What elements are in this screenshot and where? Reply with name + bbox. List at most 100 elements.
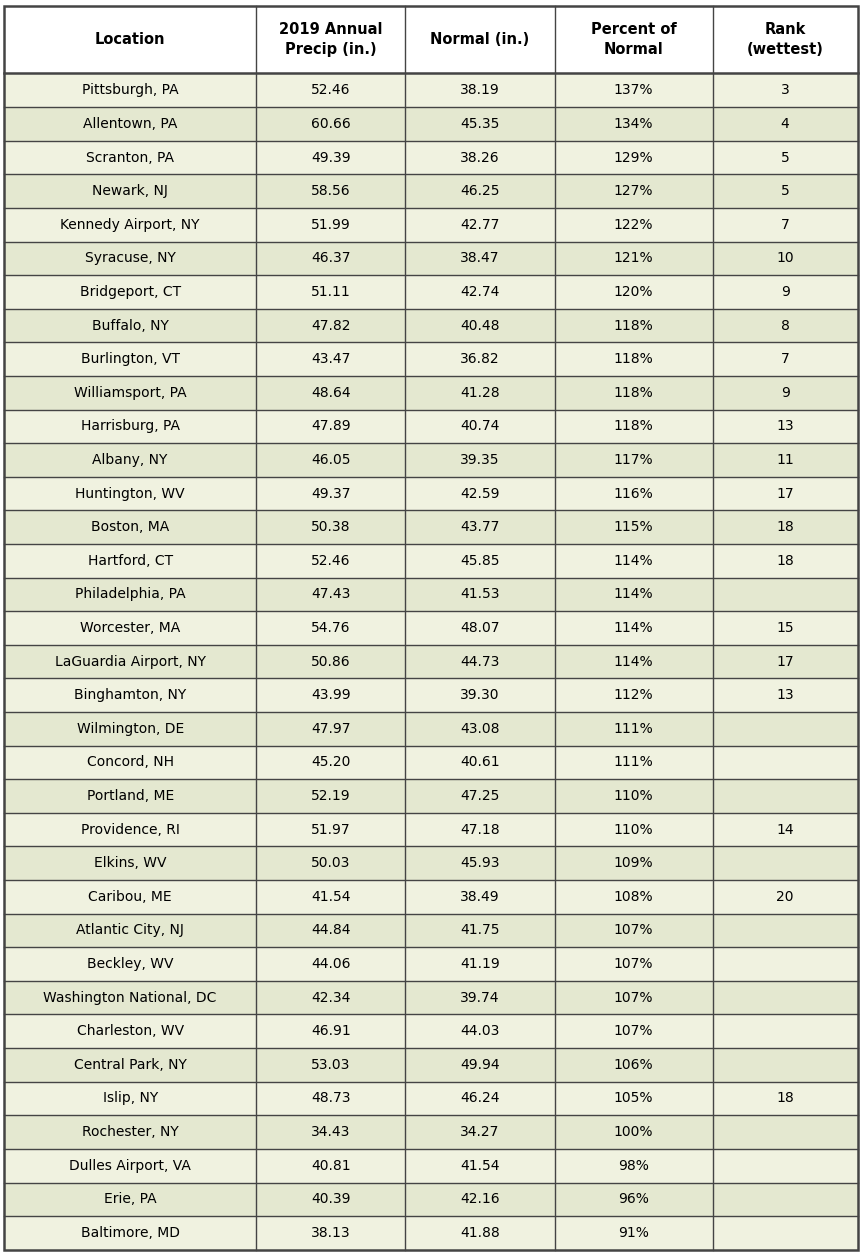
Text: 112%: 112% [613, 688, 653, 702]
Bar [712, 409, 857, 443]
Text: 122%: 122% [613, 217, 653, 231]
Bar [256, 644, 405, 678]
Text: 120%: 120% [613, 285, 653, 299]
Text: 42.34: 42.34 [311, 991, 350, 1005]
Bar [256, 847, 405, 880]
Bar [712, 1081, 857, 1115]
Bar [4, 847, 256, 880]
Bar [256, 544, 405, 578]
Text: 47.97: 47.97 [311, 722, 350, 736]
Bar [4, 644, 256, 678]
Text: Central Park, NY: Central Park, NY [74, 1058, 186, 1071]
Bar [256, 612, 405, 644]
Bar [712, 376, 857, 409]
Bar [554, 644, 712, 678]
Bar [554, 208, 712, 241]
Bar [256, 578, 405, 612]
Text: 109%: 109% [613, 857, 653, 870]
Bar [712, 141, 857, 175]
Text: Allentown, PA: Allentown, PA [83, 117, 177, 131]
Text: Providence, RI: Providence, RI [81, 823, 179, 836]
Text: Caribou, ME: Caribou, ME [89, 889, 172, 904]
Bar [405, 208, 554, 241]
Bar [554, 913, 712, 947]
Bar [554, 981, 712, 1015]
Text: 39.74: 39.74 [460, 991, 499, 1005]
Text: 91%: 91% [617, 1226, 648, 1240]
Bar [256, 275, 405, 309]
Bar [256, 981, 405, 1015]
Text: 39.30: 39.30 [460, 688, 499, 702]
Text: 38.49: 38.49 [460, 889, 499, 904]
Text: Percent of
Normal: Percent of Normal [590, 23, 676, 58]
Bar [405, 678, 554, 712]
Bar [712, 913, 857, 947]
Bar [256, 746, 405, 779]
Bar [712, 1048, 857, 1081]
Text: 9: 9 [780, 386, 789, 399]
Text: 41.75: 41.75 [460, 923, 499, 937]
Bar [405, 712, 554, 746]
Bar [554, 1081, 712, 1115]
Bar [4, 443, 256, 477]
Text: 10: 10 [776, 251, 793, 265]
Text: 105%: 105% [613, 1091, 653, 1105]
Bar [554, 443, 712, 477]
Bar [405, 1048, 554, 1081]
Bar [712, 678, 857, 712]
Bar [405, 141, 554, 175]
Bar [712, 644, 857, 678]
Bar [4, 612, 256, 644]
Bar [712, 981, 857, 1015]
Bar [554, 544, 712, 578]
Text: 54.76: 54.76 [311, 620, 350, 636]
Text: Erie, PA: Erie, PA [104, 1192, 157, 1206]
Bar [712, 712, 857, 746]
Text: 50.86: 50.86 [311, 654, 350, 668]
Text: 18: 18 [776, 520, 793, 534]
Bar [712, 847, 857, 880]
Bar [4, 1115, 256, 1149]
Bar [256, 779, 405, 813]
Bar [405, 1015, 554, 1048]
Bar [4, 544, 256, 578]
Text: 52.46: 52.46 [311, 83, 350, 97]
Bar [256, 510, 405, 544]
Text: 100%: 100% [613, 1125, 653, 1139]
Text: Huntington, WV: Huntington, WV [75, 486, 185, 501]
Bar [4, 241, 256, 275]
Text: 18: 18 [776, 554, 793, 568]
Bar [4, 510, 256, 544]
Text: Beckley, WV: Beckley, WV [87, 957, 173, 971]
Text: 39.35: 39.35 [460, 453, 499, 467]
Text: 129%: 129% [613, 151, 653, 165]
Bar [405, 74, 554, 107]
Bar [554, 6, 712, 74]
Bar [712, 175, 857, 208]
Text: 8: 8 [780, 319, 789, 333]
Bar [4, 1149, 256, 1182]
Text: 49.37: 49.37 [311, 486, 350, 501]
Bar [405, 6, 554, 74]
Text: 46.05: 46.05 [311, 453, 350, 467]
Bar [4, 107, 256, 141]
Bar [712, 947, 857, 981]
Text: 108%: 108% [613, 889, 653, 904]
Text: Bridgeport, CT: Bridgeport, CT [79, 285, 181, 299]
Bar [256, 309, 405, 343]
Bar [405, 813, 554, 847]
Bar [405, 913, 554, 947]
Text: 43.47: 43.47 [311, 352, 350, 367]
Text: Rank
(wettest): Rank (wettest) [746, 23, 822, 58]
Bar [554, 175, 712, 208]
Bar [256, 141, 405, 175]
Text: Kennedy Airport, NY: Kennedy Airport, NY [60, 217, 200, 231]
Bar [712, 612, 857, 644]
Bar [554, 1216, 712, 1250]
Text: Binghamton, NY: Binghamton, NY [74, 688, 186, 702]
Text: 49.94: 49.94 [460, 1058, 499, 1071]
Text: 47.43: 47.43 [311, 588, 350, 602]
Text: 114%: 114% [613, 588, 653, 602]
Bar [712, 107, 857, 141]
Text: Charleston, WV: Charleston, WV [77, 1025, 183, 1039]
